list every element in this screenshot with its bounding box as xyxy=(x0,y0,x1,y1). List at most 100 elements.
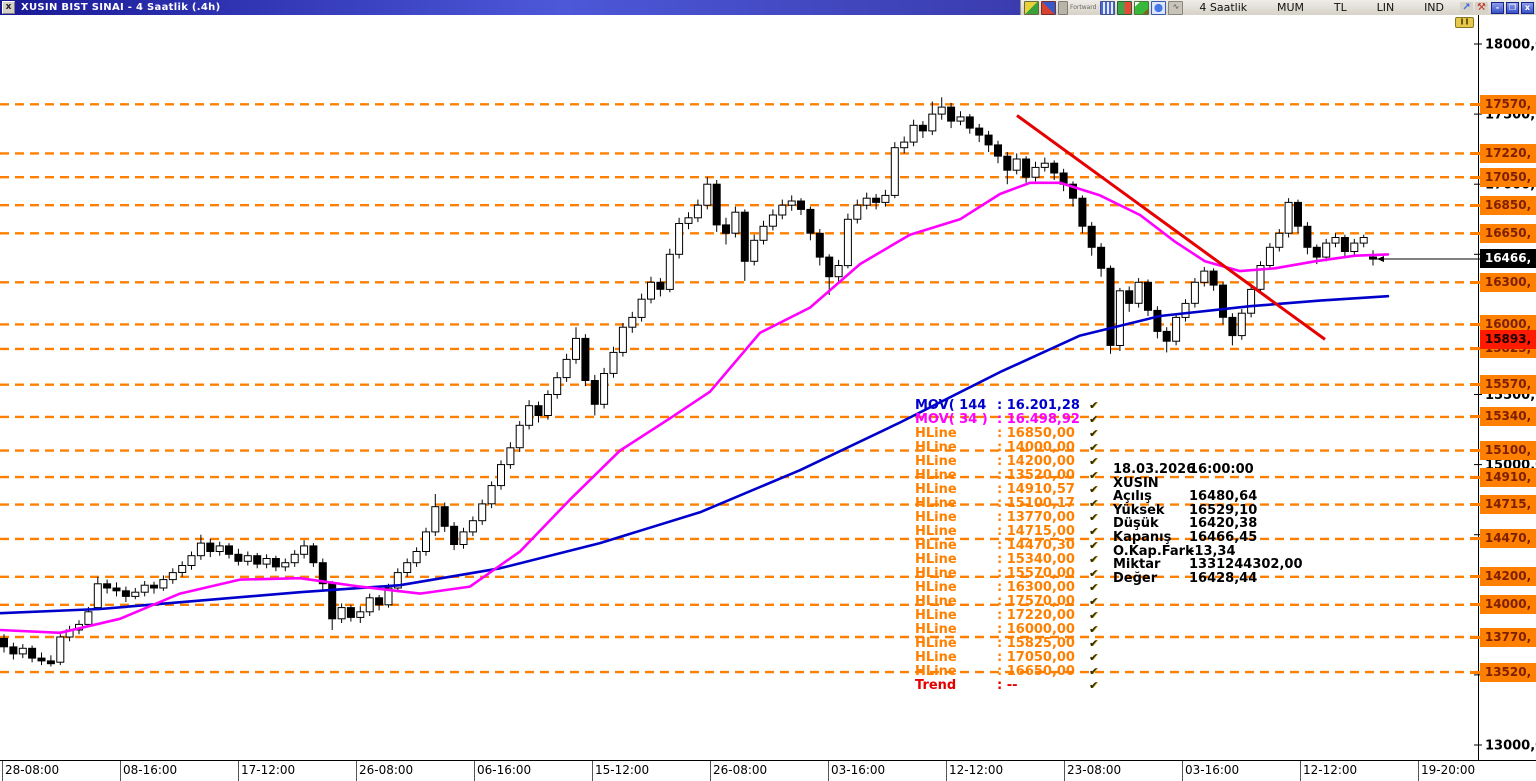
legend-value: : 14000,00 xyxy=(997,440,1075,455)
y-axis-tick: 17000,0 xyxy=(1485,178,1536,193)
check-icon[interactable]: ✔ xyxy=(1089,651,1099,664)
legend-label: HLine xyxy=(915,594,957,609)
legend-row[interactable]: MOV( 34 ) : 16.498,92 ✔ xyxy=(915,413,1098,427)
legend-row[interactable]: HLine : 17220,00 ✔ xyxy=(915,609,1098,623)
close-icon[interactable]: x xyxy=(2,1,15,14)
page-indicator-icon[interactable]: ❚❚ xyxy=(1455,17,1474,28)
legend-value: : 13520,00 xyxy=(997,468,1075,483)
legend-row[interactable]: HLine : 15570,00 ✔ xyxy=(915,567,1098,581)
x-axis-label: 26-08:00 xyxy=(356,761,413,781)
info-row: Değer 16428,44 xyxy=(1113,572,1302,586)
legend-label: HLine xyxy=(915,580,957,595)
tools-icon[interactable]: ⚒ xyxy=(1475,1,1488,14)
legend-row[interactable]: HLine : 15340,00 ✔ xyxy=(915,553,1098,567)
legend-row[interactable]: MOV( 144 : 16.201,28 ✔ xyxy=(915,399,1098,413)
x-axis-label: 19-20:00 xyxy=(1418,761,1475,781)
pencil-icon[interactable] xyxy=(1134,0,1150,15)
x-axis-label: 26-08:00 xyxy=(710,761,767,781)
check-icon[interactable]: ✔ xyxy=(1089,553,1099,566)
legend-value: : 17220,00 xyxy=(997,608,1075,623)
legend-label: HLine xyxy=(915,440,957,455)
trend-line[interactable] xyxy=(1016,114,1326,341)
toolbar-button-lin[interactable]: LIN xyxy=(1376,1,1395,14)
legend-value: : 16.498,92 xyxy=(997,412,1080,427)
time-axis: 28-08:00 08-16:00 17-12:00 26-08:00 06-16:00… xyxy=(0,760,1536,781)
check-icon[interactable]: ✔ xyxy=(1089,609,1099,622)
y-axis-tick: 16500,0 xyxy=(1485,248,1536,263)
legend-row[interactable]: HLine : 15825,00 ✔ xyxy=(915,637,1098,651)
legend-value: : 14200,00 xyxy=(997,454,1075,469)
check-icon[interactable]: ✔ xyxy=(1089,679,1099,692)
matrix-icon[interactable] xyxy=(1100,0,1116,15)
check-icon[interactable]: ✔ xyxy=(1089,455,1099,468)
check-icon[interactable]: ✔ xyxy=(1089,567,1099,580)
toolbar-button-tl[interactable]: TL xyxy=(1333,1,1347,14)
toolbar-button-4-saatlik[interactable]: 4 Saatlik xyxy=(1199,1,1248,14)
mov-line[interactable] xyxy=(0,181,1390,635)
check-icon[interactable]: ✔ xyxy=(1089,511,1099,524)
legend-row[interactable]: HLine : 16000,00 ✔ xyxy=(915,623,1098,637)
close-window-icon[interactable]: x xyxy=(1521,1,1534,14)
window-controls: - ❐ x xyxy=(1491,1,1534,14)
legend-row[interactable]: HLine : 17050,00 ✔ xyxy=(915,651,1098,665)
info-label: Değer xyxy=(1113,570,1158,586)
info-value: -13,34 xyxy=(1189,543,1236,559)
x-axis-label: 08-16:00 xyxy=(120,761,177,781)
check-icon[interactable]: ✔ xyxy=(1089,581,1099,594)
restore-icon[interactable]: ❐ xyxy=(1506,1,1519,14)
legend-row[interactable]: HLine : 14200,00 ✔ xyxy=(915,455,1098,469)
indicator-legend: MOV( 144 : 16.201,28 ✔ MOV( 34 ) : 16.49… xyxy=(915,399,1098,693)
toolbar-button-ind[interactable]: IND xyxy=(1424,1,1445,14)
legend-value: : 16300,00 xyxy=(997,580,1075,595)
legend-row[interactable]: HLine : 13520,00 ✔ xyxy=(915,469,1098,483)
legend-row[interactable]: HLine : 14470,30 ✔ xyxy=(915,539,1098,553)
indicator-wave-icon[interactable]: ∿ xyxy=(1168,0,1184,15)
legend-label: HLine xyxy=(915,552,957,567)
y-axis-tick: 13000,0 xyxy=(1485,739,1536,754)
toolbar-button-mum[interactable]: MUM xyxy=(1277,1,1305,14)
stacked-bars-icon[interactable] xyxy=(1024,0,1039,15)
minimize-icon[interactable]: - xyxy=(1491,1,1504,14)
legend-label: HLine xyxy=(915,636,957,651)
check-icon[interactable]: ✔ xyxy=(1089,525,1099,538)
legend-row[interactable]: HLine : 15100,17 ✔ xyxy=(915,497,1098,511)
check-icon[interactable]: ✔ xyxy=(1089,469,1099,482)
check-icon[interactable]: ✔ xyxy=(1089,483,1099,496)
legend-value: : 14470,30 xyxy=(997,538,1075,553)
check-icon[interactable]: ✔ xyxy=(1089,413,1099,426)
candle-chart-icon[interactable] xyxy=(1117,0,1133,15)
legend-label: HLine xyxy=(915,650,957,665)
check-icon[interactable]: ✔ xyxy=(1089,427,1099,440)
move-arrows-icon[interactable] xyxy=(1151,0,1167,15)
legend-row[interactable]: HLine : 14000,00 ✔ xyxy=(915,441,1098,455)
toolbar: Fortward ∿ 4 Saatlik MUM TL LIN IND ↗ ⚒ - ❐ … xyxy=(1020,0,1536,15)
check-icon[interactable]: ✔ xyxy=(1089,497,1099,510)
data-grid-icon[interactable] xyxy=(1041,0,1056,15)
check-icon[interactable]: ✔ xyxy=(1089,637,1099,650)
legend-row[interactable]: HLine : 16850,00 ✔ xyxy=(915,427,1098,441)
title-bar: x XUSIN BIST SINAI - 4 Saatlik (.4h) xyxy=(0,0,1020,15)
trendline-arrow-icon[interactable]: ↗ xyxy=(1460,1,1473,14)
legend-row[interactable]: HLine : 17570,00 ✔ xyxy=(915,595,1098,609)
legend-row[interactable]: HLine : 14910,57 ✔ xyxy=(915,483,1098,497)
check-icon[interactable]: ✔ xyxy=(1089,623,1099,636)
legend-row[interactable]: HLine : 16650,00 ✔ xyxy=(915,665,1098,679)
check-icon[interactable]: ✔ xyxy=(1089,441,1099,454)
legend-row[interactable]: Trend : -- ✔ xyxy=(915,679,1098,693)
check-icon[interactable]: ✔ xyxy=(1089,539,1099,552)
check-icon[interactable]: ✔ xyxy=(1089,595,1099,608)
legend-row[interactable]: HLine : 14715,00 ✔ xyxy=(915,525,1098,539)
x-axis-label: 03-16:00 xyxy=(1182,761,1239,781)
x-axis-label: 28-08:00 xyxy=(2,761,59,781)
window-topbar: x XUSIN BIST SINAI - 4 Saatlik (.4h) For… xyxy=(0,0,1536,15)
check-icon[interactable]: ✔ xyxy=(1089,665,1099,678)
legend-row[interactable]: HLine : 13770,00 ✔ xyxy=(915,511,1098,525)
info-value: 16529,10 xyxy=(1189,502,1258,518)
legend-row[interactable]: HLine : 16300,00 ✔ xyxy=(915,581,1098,595)
info-row: Miktar 1331244302,00 xyxy=(1113,558,1302,572)
mov-line[interactable] xyxy=(0,294,1390,615)
check-icon[interactable]: ✔ xyxy=(1089,399,1099,412)
